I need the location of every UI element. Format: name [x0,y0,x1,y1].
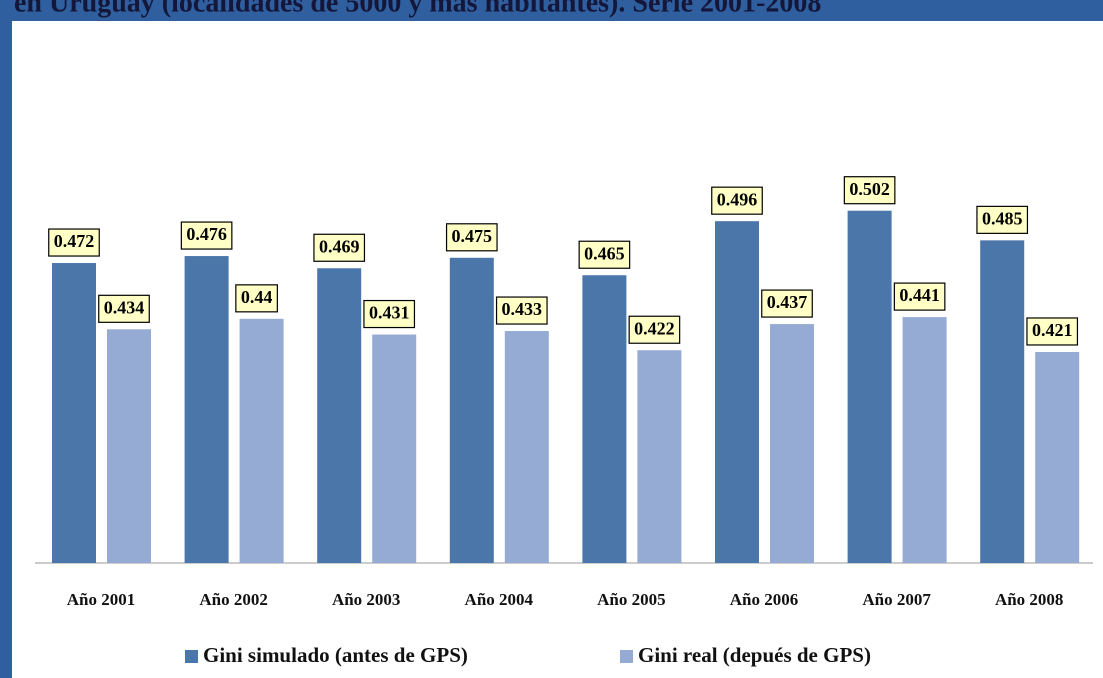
legend-label: Gini simulado (antes de GPS) [203,643,468,667]
bar [980,240,1025,564]
data-label: 0.485 [982,208,1023,228]
data-label: 0.44 [241,287,273,307]
left-band [0,0,12,678]
bar [504,331,549,563]
x-tick-label: Año 2001 [67,590,135,609]
data-label-box [313,233,366,262]
data-label: 0.421 [1032,320,1073,340]
data-label: 0.476 [186,224,227,244]
data-label: 0.441 [899,285,940,305]
data-label-box [711,186,763,215]
data-label: 0.437 [767,292,808,312]
data-label-box [761,289,813,318]
data-label: 0.465 [584,243,625,263]
x-tick-label: Año 2005 [597,590,665,609]
data-label: 0.433 [502,299,543,319]
legend-swatch [185,650,198,663]
chart-title: en Uruguay (localidades de 5000 y más ha… [14,0,821,18]
data-label-box [578,240,631,269]
x-tick-label: Año 2002 [199,590,267,609]
data-label: 0.496 [717,189,758,209]
bar [902,317,947,563]
data-label-box [843,176,896,205]
data-label-box [628,315,681,344]
bar [637,350,682,563]
legend-swatch [620,650,633,663]
bar [372,334,417,563]
data-label-box [495,296,548,325]
data-label: 0.475 [452,226,493,246]
data-label: 0.434 [104,297,145,317]
bar [449,257,494,563]
data-label-box [1026,317,1079,346]
x-tick-label: Año 2007 [862,590,931,609]
x-tick-label: Año 2006 [730,590,798,609]
bar [582,275,627,563]
bar [770,324,814,563]
data-label-box [235,284,278,313]
x-tick-label: Año 2003 [332,590,400,609]
data-label-box [363,299,416,329]
data-label: 0.431 [369,303,410,323]
data-label-box [893,282,946,311]
data-label-box [445,223,498,252]
data-label-box [180,221,233,250]
x-tick-label: Año 2008 [995,590,1063,609]
bar [239,318,284,563]
data-label: 0.472 [54,231,95,251]
bar [317,268,362,563]
bar [184,256,229,563]
bar [1035,351,1080,563]
bar [52,263,96,563]
data-label: 0.469 [319,236,360,256]
data-label-box [976,205,1029,234]
data-label-box [48,228,100,257]
bar [847,210,892,563]
x-tick-label: Año 2004 [465,590,534,609]
bar [715,221,759,563]
data-label: 0.422 [634,318,675,338]
top-band [0,0,1103,21]
data-label-box [98,294,150,323]
bar [107,329,151,563]
data-label: 0.502 [849,179,890,199]
legend-label: Gini real (depués de GPS) [638,643,871,667]
